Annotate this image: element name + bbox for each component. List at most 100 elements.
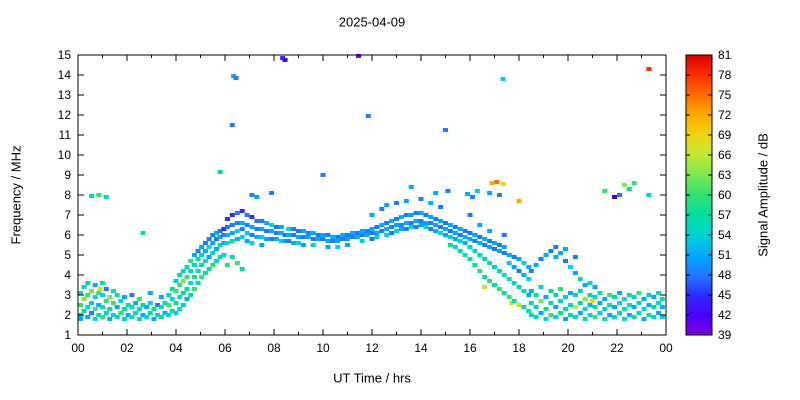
data-point <box>443 233 448 237</box>
data-point <box>577 311 583 315</box>
data-point <box>445 189 451 193</box>
data-point <box>617 301 622 305</box>
data-point <box>394 229 399 233</box>
data-point <box>210 251 216 255</box>
data-point <box>379 207 385 211</box>
data-point <box>457 227 463 231</box>
data-point <box>169 287 175 291</box>
y-tick-label: 15 <box>58 48 72 62</box>
data-point <box>452 245 458 249</box>
data-point <box>233 76 239 80</box>
data-point <box>621 307 627 311</box>
data-point <box>354 231 360 235</box>
data-point <box>140 231 146 235</box>
data-point <box>195 281 201 285</box>
data-point <box>188 259 194 263</box>
data-point <box>568 265 573 269</box>
data-point <box>447 243 453 247</box>
data-point <box>528 313 534 317</box>
data-point <box>210 241 216 245</box>
data-point <box>206 255 212 259</box>
data-point <box>254 227 260 231</box>
data-point <box>374 231 380 235</box>
data-point <box>356 54 361 58</box>
data-point <box>224 225 230 229</box>
data-point <box>286 233 292 237</box>
data-point <box>118 299 124 303</box>
data-point <box>349 231 355 235</box>
y-tick-label: 10 <box>58 148 72 162</box>
data-point <box>81 297 87 301</box>
data-point <box>191 253 197 257</box>
colorbar-tick-label: 57 <box>718 208 732 222</box>
data-point <box>269 229 275 233</box>
data-point <box>607 303 613 307</box>
data-point <box>558 251 564 255</box>
data-point <box>521 261 527 265</box>
data-point <box>418 197 424 201</box>
data-point <box>651 315 657 319</box>
data-point <box>89 301 94 305</box>
data-point <box>592 285 598 289</box>
data-point <box>89 311 94 315</box>
data-point <box>457 249 463 253</box>
data-point <box>100 305 105 309</box>
data-point <box>191 263 197 267</box>
data-point <box>631 305 637 309</box>
data-point <box>81 309 87 313</box>
data-point <box>538 311 544 315</box>
data-point <box>592 295 598 299</box>
colorbar-tick-label: 42 <box>718 308 732 322</box>
data-point <box>133 311 139 315</box>
data-point <box>244 223 250 227</box>
data-point <box>597 301 603 305</box>
data-point <box>147 301 153 305</box>
data-point <box>369 231 375 235</box>
data-point <box>457 233 463 237</box>
data-point <box>494 180 500 184</box>
data-point <box>129 293 135 297</box>
data-point <box>553 245 559 249</box>
data-point <box>443 227 448 231</box>
data-point <box>107 317 113 321</box>
data-point <box>641 307 647 311</box>
data-point <box>224 241 230 245</box>
data-point <box>369 213 375 217</box>
data-point <box>315 237 321 241</box>
data-point <box>188 281 194 285</box>
data-point <box>282 233 288 237</box>
data-point <box>607 293 613 297</box>
data-point <box>78 317 83 321</box>
data-point <box>563 295 568 299</box>
data-point <box>646 303 652 307</box>
data-point <box>155 313 161 317</box>
data-point <box>477 253 483 257</box>
data-point <box>617 291 622 295</box>
data-point <box>229 213 235 217</box>
data-point <box>166 313 172 317</box>
data-point <box>482 243 488 247</box>
data-point <box>195 249 201 253</box>
data-point <box>224 217 230 221</box>
data-point <box>221 253 227 257</box>
data-point <box>496 249 502 253</box>
data-point <box>516 199 522 203</box>
colorbar-tick-label: 81 <box>718 48 732 62</box>
data-point <box>492 283 497 287</box>
data-point <box>180 303 186 307</box>
data-point <box>202 271 208 275</box>
data-point <box>516 303 522 307</box>
data-point <box>206 267 212 271</box>
data-point <box>501 251 507 255</box>
data-point <box>199 245 205 249</box>
data-point <box>482 275 488 279</box>
data-point <box>78 303 83 307</box>
data-point <box>169 309 175 313</box>
data-point <box>264 221 270 225</box>
x-tick-label: 06 <box>218 341 232 355</box>
data-point <box>482 237 488 241</box>
y-tick-label: 1 <box>64 328 71 342</box>
data-point <box>462 241 468 245</box>
data-point <box>602 317 608 321</box>
